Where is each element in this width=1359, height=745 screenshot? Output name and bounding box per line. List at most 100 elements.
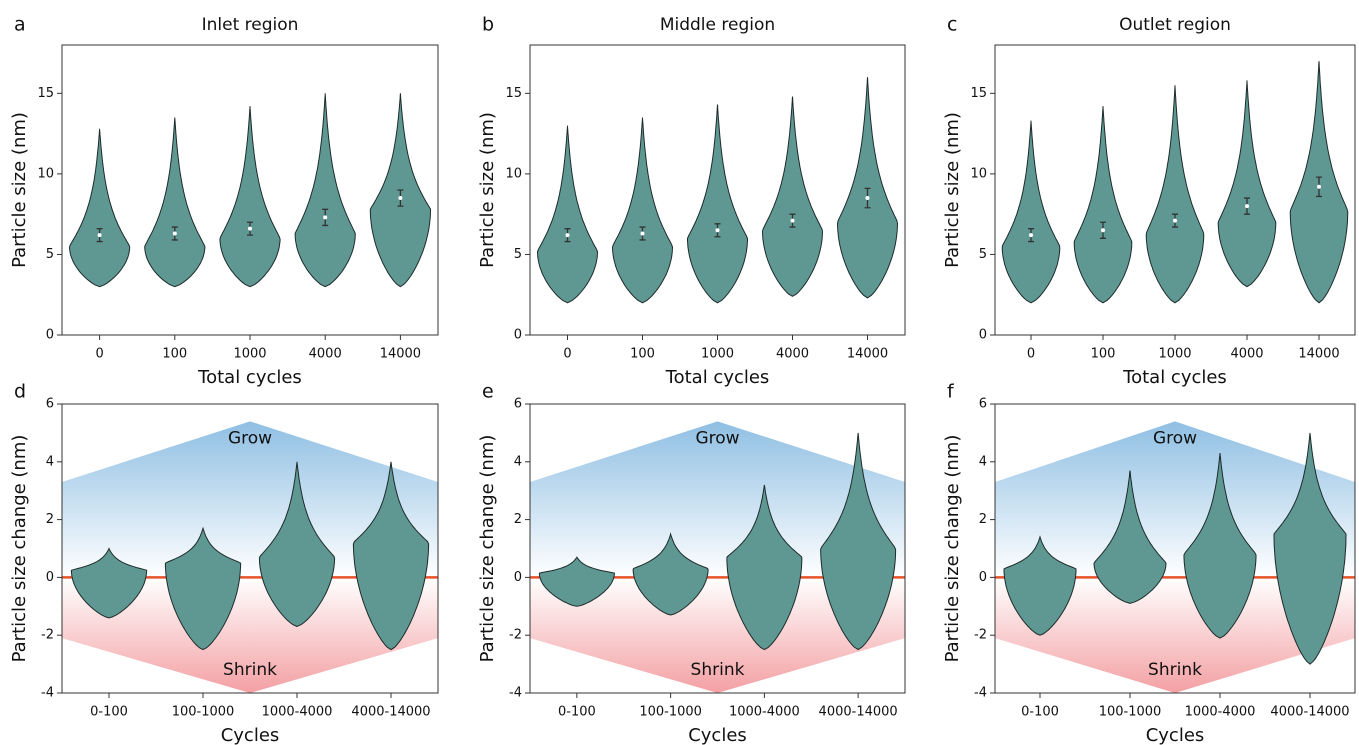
mean-marker <box>640 231 645 236</box>
plot-frame <box>994 44 1356 336</box>
panel: Grow Shrink 0-100 100-1000 1000-4000 4000-140… <box>9 381 439 745</box>
mean-marker <box>715 228 720 233</box>
x-tick-label: 14000 <box>1298 347 1339 362</box>
mean-marker <box>1101 228 1105 233</box>
violin <box>1183 453 1257 639</box>
x-tick-label: 1000 <box>1158 347 1191 362</box>
chart-title: Middle region <box>660 15 775 35</box>
y-axis-label: Particle size (nm) <box>942 112 963 268</box>
shrink-region <box>62 577 438 693</box>
violin <box>1145 85 1205 304</box>
violin <box>70 547 148 619</box>
mean-marker <box>1029 233 1033 238</box>
y-tick-label: 0 <box>979 570 987 585</box>
x-tick-label: 14000 <box>847 347 888 362</box>
y-tick-label: -2 <box>974 628 987 643</box>
mean-marker <box>323 215 328 220</box>
x-tick-label: 1000 <box>701 347 734 362</box>
panel-letter: d <box>14 381 26 403</box>
y-tick-label: 5 <box>979 247 987 262</box>
mean-marker <box>1245 204 1249 209</box>
y-tick-label: 6 <box>514 397 522 412</box>
x-tick-label: 100-1000 <box>172 705 235 720</box>
y-tick-label: 0 <box>514 570 522 585</box>
panel-letter: f <box>947 381 955 403</box>
panel-letter: c <box>947 14 957 36</box>
x-tick-label: 4000-14000 <box>1270 705 1349 720</box>
annotation: Shrink <box>223 660 277 680</box>
x-tick-label: 14000 <box>380 347 421 362</box>
x-tick-label: 4000 <box>776 347 809 362</box>
x-axis-label: Total cycles <box>197 367 302 388</box>
x-axis-label: Cycles <box>221 725 280 745</box>
y-tick-label: -2 <box>41 628 54 643</box>
violin <box>164 526 242 651</box>
violin <box>611 117 674 304</box>
y-tick-label: 0 <box>514 328 522 343</box>
x-tick-label: 1000-4000 <box>262 705 333 720</box>
mean-marker <box>565 233 570 238</box>
plot-frame <box>994 403 1356 694</box>
shrink-region <box>995 577 1355 693</box>
x-tick-label: 100 <box>1091 347 1116 362</box>
panel-letter: e <box>482 381 494 403</box>
x-tick-label: 100 <box>162 347 187 362</box>
grow-region <box>530 421 905 578</box>
annotation: Shrink <box>691 660 745 680</box>
violin <box>258 461 336 628</box>
annotation: Grow <box>1153 429 1197 449</box>
y-tick-label: 6 <box>46 397 54 412</box>
y-tick-label: 4 <box>514 454 522 469</box>
y-tick-label: 4 <box>979 454 987 469</box>
violin <box>294 93 356 288</box>
mean-marker <box>97 233 102 238</box>
plot-frame <box>529 44 906 336</box>
y-tick-label: -2 <box>509 628 522 643</box>
mean-marker <box>398 196 403 201</box>
y-tick-label: 6 <box>979 397 987 412</box>
y-tick-label: 10 <box>37 166 54 181</box>
y-tick-label: 2 <box>979 512 987 527</box>
annotation: Grow <box>695 429 739 449</box>
violin <box>836 77 899 299</box>
y-axis-label: Particle size change (nm) <box>942 435 963 663</box>
chart-title: Inlet region <box>202 15 299 35</box>
y-tick-label: 10 <box>970 166 987 181</box>
x-tick-label: 0 <box>1027 347 1035 362</box>
x-tick-label: 0 <box>95 347 103 362</box>
y-tick-label: -4 <box>509 686 522 701</box>
grow-region <box>62 421 438 578</box>
violin <box>1217 80 1277 288</box>
y-tick-label: 0 <box>46 328 54 343</box>
chart-title: Outlet region <box>1119 15 1231 35</box>
violin <box>536 125 599 304</box>
x-axis-label: Total cycles <box>1122 367 1227 388</box>
violin <box>1073 106 1133 304</box>
plot-frame <box>61 44 439 336</box>
panel: 0 100 1000 4000 14000 0 5 10 15 Outlet region c Tot… <box>942 14 1356 388</box>
annotation: Grow <box>228 429 272 449</box>
y-tick-label: 5 <box>46 247 54 262</box>
panel: 0 100 1000 4000 14000 0 5 10 15 Middle region b Tot… <box>477 14 906 388</box>
x-tick-label: 100 <box>630 347 655 362</box>
panel-letter: a <box>14 14 26 36</box>
x-tick-label: 4000 <box>309 347 342 362</box>
violin <box>632 532 709 616</box>
violin <box>1003 535 1077 636</box>
x-tick-label: 1000-4000 <box>1185 705 1256 720</box>
y-tick-label: 2 <box>46 512 54 527</box>
violin <box>1273 432 1347 665</box>
y-tick-label: 5 <box>514 247 522 262</box>
x-axis-label: Cycles <box>1146 725 1205 745</box>
violin <box>820 432 897 651</box>
mean-marker <box>1173 218 1177 223</box>
mean-marker <box>865 196 870 201</box>
mean-marker <box>248 226 252 231</box>
violin <box>219 106 281 288</box>
violin <box>1093 470 1167 604</box>
panel: Grow Shrink 0-100 100-1000 1000-4000 4000-140… <box>477 381 906 745</box>
x-tick-label: 4000-14000 <box>819 705 898 720</box>
y-tick-label: 2 <box>514 512 522 527</box>
y-tick-label: 15 <box>970 86 987 101</box>
